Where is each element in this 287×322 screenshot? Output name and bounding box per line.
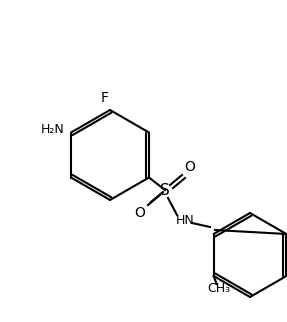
Text: S: S — [160, 183, 170, 197]
Text: HN: HN — [176, 213, 194, 226]
Text: O: O — [135, 206, 146, 220]
Text: H₂N: H₂N — [41, 123, 65, 136]
Text: F: F — [101, 91, 109, 105]
Text: CH₃: CH₃ — [207, 281, 230, 295]
Text: O: O — [185, 160, 195, 174]
